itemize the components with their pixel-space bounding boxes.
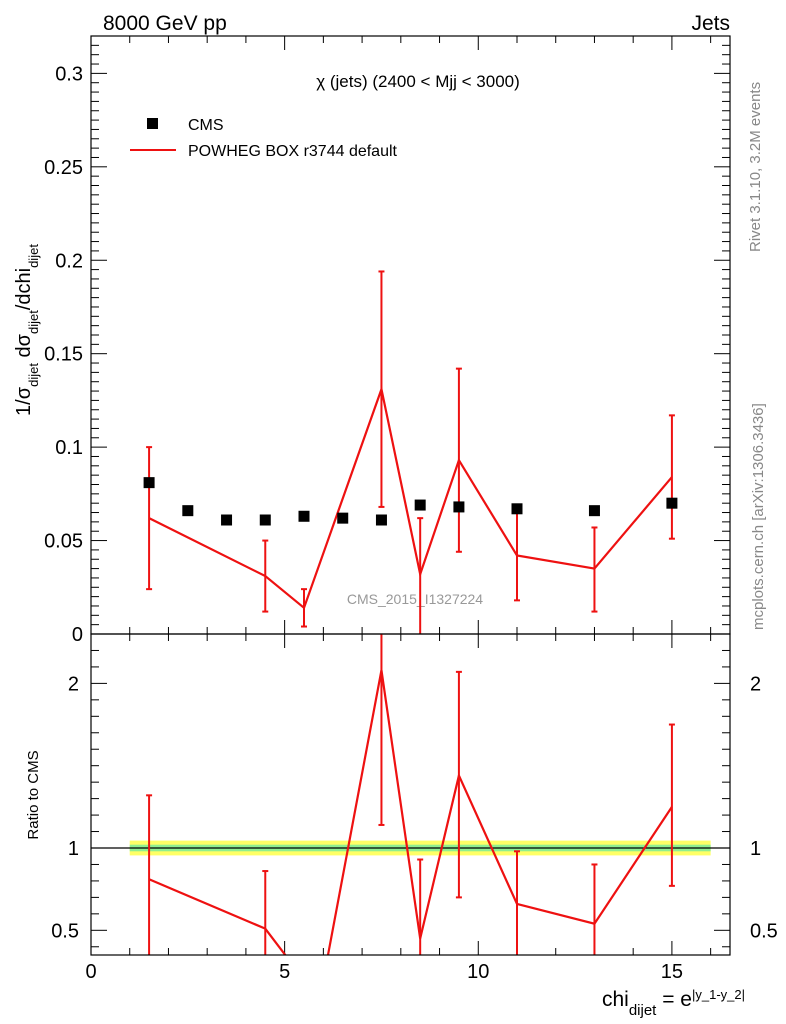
- ratio-y-tick-label-right: 2: [750, 673, 761, 695]
- y-tick-label: 0.2: [55, 250, 83, 272]
- ratio-y-tick-label-right: 0.5: [750, 920, 778, 942]
- ratio-y-tick-label-right: 1: [750, 838, 761, 860]
- ratio-axis-ticks: [90, 633, 730, 955]
- main-y-axis-label: 1/σdijet dσdijet/dchidijet: [13, 244, 41, 416]
- cms-data-point: [511, 503, 523, 515]
- xlabel-base: chi: [602, 988, 629, 1011]
- y-tick-label: 0.1: [55, 437, 83, 459]
- ylabel-sub-a: dijet: [26, 363, 41, 387]
- main-frame: [90, 35, 731, 635]
- header-right: Jets: [691, 12, 730, 35]
- mcplots-label: mcplots.cern.ch [arXiv:1306.3436]: [750, 403, 767, 630]
- x-tick-label: 5: [279, 961, 290, 983]
- chart-title: χ (jets) (2400 < Mjj < 3000): [316, 72, 520, 91]
- main-y-tick-labels: 0 0.05 0.1 0.15 0.2 0.25 0.3: [44, 63, 83, 646]
- cms-data-point: [414, 499, 426, 511]
- y-tick-label: 0.15: [44, 344, 83, 366]
- cms-data-point: [259, 514, 271, 526]
- legend: CMS POWHEG BOX r3744 default: [130, 117, 398, 160]
- ylabel-sub-b: dijet: [26, 310, 41, 334]
- ylabel-part-b: dσ: [13, 333, 35, 363]
- y-tick-label: 0.05: [44, 531, 83, 553]
- x-tick-label: 10: [467, 961, 489, 983]
- ylabel-part-a: 1/σ: [13, 386, 35, 416]
- xlabel-sub: dijet: [629, 1002, 657, 1019]
- cms-data-point: [143, 477, 155, 489]
- main-panel: 0 0.05 0.1 0.15 0.2 0.25 0.3 χ (jets) (2400 < …: [44, 35, 731, 646]
- cms-data-point: [337, 512, 349, 524]
- cms-data-point: [588, 505, 600, 517]
- ratio-y-tick-labels: 0.5 0.5 1 1 2 2: [51, 673, 778, 942]
- ratio-y-tick-label-left: 2: [68, 673, 79, 695]
- x-tick-label: 15: [661, 961, 683, 983]
- main-axis-ticks: [90, 35, 730, 635]
- x-tick-label: 0: [85, 961, 96, 983]
- legend-marker-cms: [147, 118, 158, 129]
- ratio-panel: 0.5 0.5 1 1 2 2 0 5 10 15: [51, 633, 778, 983]
- ylabel-sub-c: dijet: [26, 244, 41, 268]
- xlabel-sup: |y_1-y_2|: [692, 987, 745, 1002]
- cms-data-point: [221, 514, 233, 526]
- powheg-line: [148, 385, 673, 610]
- y-tick-label: 0.3: [55, 63, 83, 85]
- ratio-y-axis-label: Ratio to CMS: [25, 750, 42, 839]
- ratio-line: [148, 670, 673, 955]
- xlabel-eq: = e: [656, 988, 692, 1011]
- cms-data-point: [298, 510, 310, 522]
- y-tick-label: 0.25: [44, 157, 83, 179]
- analysis-watermark: CMS_2015_I1327224: [347, 591, 483, 607]
- rivet-label: Rivet 3.1.10, 3.2M events: [747, 82, 764, 252]
- cms-data-point: [375, 514, 387, 526]
- x-tick-labels: 0 5 10 15: [85, 961, 683, 983]
- y-tick-label: 0: [72, 624, 83, 646]
- ratio-y-tick-label-left: 1: [68, 838, 79, 860]
- cms-data-point: [182, 505, 194, 517]
- header-left: 8000 GeV pp: [103, 12, 227, 35]
- ratio-y-tick-label-left: 0.5: [51, 920, 79, 942]
- ylabel-part-c: /dchi: [13, 268, 35, 310]
- x-axis-label: chidijet = e|y_1-y_2|: [602, 987, 745, 1019]
- legend-label-cms: CMS: [188, 117, 224, 134]
- cms-data-point: [666, 497, 678, 509]
- cms-data-point: [453, 501, 465, 513]
- ratio-frame: [90, 633, 731, 956]
- legend-label-powheg: POWHEG BOX r3744 default: [188, 143, 398, 160]
